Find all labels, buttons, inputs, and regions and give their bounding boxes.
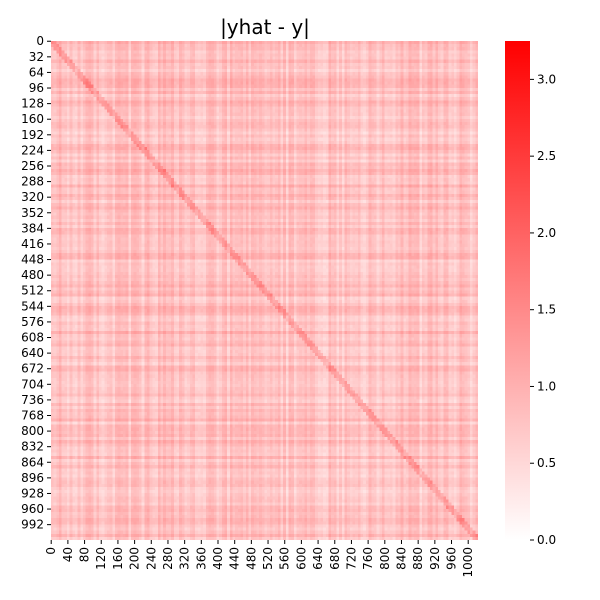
- x-tick-label: 800: [378, 547, 392, 570]
- x-tick-label: 920: [428, 547, 442, 570]
- x-tick-label: 960: [445, 547, 459, 570]
- x-tick-label: 80: [78, 547, 92, 562]
- x-tick-label: 720: [344, 547, 358, 570]
- chart-title: |yhat - y|: [220, 15, 310, 39]
- y-tick-label: 0: [36, 34, 44, 48]
- heatmap-cells: [51, 41, 478, 540]
- x-tick-label: 600: [294, 547, 308, 570]
- x-tick-label: 1000: [461, 547, 475, 578]
- y-tick-label: 192: [21, 128, 44, 142]
- y-tick-label: 416: [21, 237, 44, 251]
- y-tick-label: 32: [29, 50, 44, 64]
- y-tick-label: 640: [21, 346, 44, 360]
- x-axis: 0 40 80 120 160 200 240 280 320 360 400 440 480 520 56…: [44, 540, 475, 578]
- y-tick-label: 160: [21, 112, 44, 126]
- y-tick-label: 736: [21, 393, 44, 407]
- colorbar-tick-label: 1.5: [537, 303, 556, 317]
- x-tick-label: 680: [328, 547, 342, 570]
- x-tick-label: 160: [111, 547, 125, 570]
- y-tick-label: 672: [21, 362, 44, 376]
- y-tick-label: 320: [21, 190, 44, 204]
- y-tick-label: 544: [21, 299, 44, 313]
- x-tick-label: 520: [261, 547, 275, 570]
- y-tick-label: 224: [21, 143, 44, 157]
- colorbar: [505, 41, 530, 540]
- x-tick-label: 640: [311, 547, 325, 570]
- y-tick-label: 256: [21, 159, 44, 173]
- x-tick-label: 560: [278, 547, 292, 570]
- y-tick-label: 128: [21, 97, 44, 111]
- x-tick-label: 880: [411, 547, 425, 570]
- colorbar-tick-label: 0.0: [537, 533, 556, 547]
- colorbar-tick-label: 1.0: [537, 379, 556, 393]
- y-tick-label: 64: [29, 65, 44, 79]
- y-tick-label: 480: [21, 268, 44, 282]
- x-tick-label: 240: [144, 547, 158, 570]
- x-tick-label: 120: [94, 547, 108, 570]
- x-tick-label: 840: [394, 547, 408, 570]
- y-tick-label: 928: [21, 486, 44, 500]
- x-tick-label: 440: [228, 547, 242, 570]
- y-tick-label: 448: [21, 253, 44, 267]
- y-tick-label: 768: [21, 408, 44, 422]
- x-tick-label: 360: [194, 547, 208, 570]
- y-tick-label: 992: [21, 518, 44, 532]
- y-tick-label: 352: [21, 206, 44, 220]
- y-tick-label: 864: [21, 455, 44, 469]
- y-tick-label: 512: [21, 284, 44, 298]
- x-tick-label: 280: [161, 547, 175, 570]
- y-tick-label: 288: [21, 175, 44, 189]
- colorbar-tick-label: 0.5: [537, 456, 556, 470]
- y-tick-label: 704: [21, 377, 44, 391]
- x-tick-label: 480: [244, 547, 258, 570]
- x-tick-label: 400: [211, 547, 225, 570]
- colorbar-axis: 0.0 0.5 1.0 1.5 2.0 2.5 3.0: [530, 72, 556, 547]
- x-tick-label: 200: [128, 547, 142, 570]
- colorbar-tick-label: 2.5: [537, 149, 556, 163]
- colorbar-tick-label: 2.0: [537, 226, 556, 240]
- y-tick-label: 800: [21, 424, 44, 438]
- x-tick-label: 760: [361, 547, 375, 570]
- colorbar-tick-label: 3.0: [537, 72, 556, 86]
- y-tick-label: 608: [21, 331, 44, 345]
- y-tick-label: 960: [21, 502, 44, 516]
- y-tick-label: 384: [21, 221, 44, 235]
- x-tick-label: 0: [44, 547, 58, 555]
- heatmap-plot-area: [51, 41, 478, 540]
- y-tick-label: 896: [21, 471, 44, 485]
- x-tick-label: 40: [61, 547, 75, 562]
- y-tick-label: 576: [21, 315, 44, 329]
- x-tick-label: 320: [178, 547, 192, 570]
- y-axis: 0326496128160192224256288320352384416448…: [21, 34, 51, 532]
- y-tick-label: 96: [29, 81, 44, 95]
- y-tick-label: 832: [21, 440, 44, 454]
